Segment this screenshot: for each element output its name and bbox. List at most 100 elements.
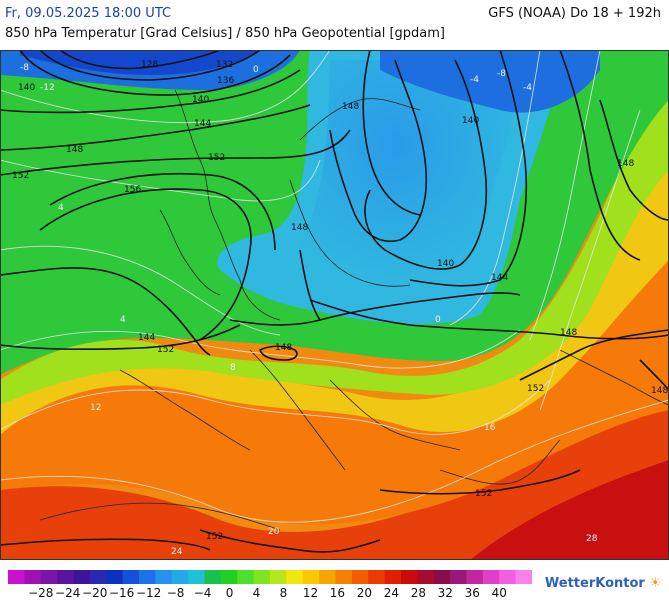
colorbar-tick-label: 20 xyxy=(356,586,373,600)
gp-label: 148 xyxy=(651,386,668,396)
gp-label: 144 xyxy=(194,119,211,129)
temp-label: 0 xyxy=(435,315,441,325)
forecast-datetime: Fr, 09.05.2025 18:00 UTC xyxy=(5,6,172,21)
geopotential-labels: 128 132 136 140 144 148 152 156 140 148 … xyxy=(12,60,668,542)
colorbar-swatch xyxy=(122,570,140,584)
gp-label: 152 xyxy=(157,345,174,355)
colorbar-tick-label: −12 xyxy=(135,586,162,600)
gp-label: 132 xyxy=(216,60,233,70)
colorbar-tick-label: −20 xyxy=(82,586,108,600)
gp-label: 128 xyxy=(141,60,158,70)
gp-label: 148 xyxy=(275,343,292,353)
temp-label: -12 xyxy=(40,83,55,93)
header: Fr, 09.05.2025 18:00 UTC GFS (NOAA) Do 1… xyxy=(0,0,669,41)
colorbar-swatch xyxy=(237,570,255,584)
colorbar-swatch xyxy=(466,570,484,584)
colorbar xyxy=(8,570,532,584)
colorbar-tick-label: 8 xyxy=(279,586,288,600)
colorbar-tick-label: 36 xyxy=(464,586,480,600)
band-orange xyxy=(0,250,669,525)
temp-label: -8 xyxy=(20,63,29,73)
gp-label: 136 xyxy=(217,76,234,86)
temp-label: 4 xyxy=(120,315,126,325)
colorbar-swatch xyxy=(171,570,189,584)
colorbar-swatch xyxy=(417,570,435,584)
gp-label: 144 xyxy=(491,273,508,283)
colorbar-swatch xyxy=(73,570,91,584)
gp-label: 140 xyxy=(437,259,454,269)
temp-label: 12 xyxy=(90,403,101,413)
colorbar-tick-label: 40 xyxy=(491,586,507,600)
colorbar-tick-label: 16 xyxy=(329,586,346,600)
colorbar-swatch xyxy=(139,570,156,584)
colorbar-swatch xyxy=(515,570,532,584)
gp-label: 148 xyxy=(342,102,359,112)
colorbar-tick-label: −8 xyxy=(166,586,185,600)
gp-label: 152 xyxy=(206,532,223,542)
colorbar-tick-label: −24 xyxy=(55,586,81,600)
temp-label: -4 xyxy=(470,75,479,85)
gp-label: 140 xyxy=(192,95,209,105)
colorbar-swatch xyxy=(57,570,75,584)
wetterkontor-logo: WetterKontor ☀ xyxy=(545,576,661,591)
band-dark-blue-ne xyxy=(380,50,600,113)
colorbar-tick-label: 24 xyxy=(383,586,399,600)
temp-label: 0 xyxy=(253,65,259,75)
sun-icon: ☀ xyxy=(649,576,661,591)
colorbar-swatch xyxy=(220,570,238,584)
colorbar-swatch xyxy=(40,570,58,584)
temp-label: 16 xyxy=(484,423,496,433)
colorbar-swatch xyxy=(450,570,468,584)
coastlines xyxy=(39,89,669,531)
colorbar-swatch xyxy=(368,570,386,584)
colorbar-swatch xyxy=(188,570,206,584)
gp-label: 140 xyxy=(462,116,479,126)
colorbar-swatch xyxy=(319,570,337,584)
gp-label: 148 xyxy=(66,145,83,155)
colorbar-swatch xyxy=(302,570,320,584)
gp-label: 156 xyxy=(124,185,141,195)
gp-label: 152 xyxy=(475,489,492,499)
gp-label: 152 xyxy=(208,153,225,163)
colorbar-tick-label: 0 xyxy=(225,586,234,600)
weather-map: 128 132 136 140 144 148 152 156 140 148 … xyxy=(0,50,669,560)
band-lime xyxy=(0,90,669,405)
colorbar-swatch xyxy=(401,570,418,584)
temp-label: 20 xyxy=(268,527,280,537)
band-red xyxy=(0,390,669,560)
colorbar-tick-label: −28 xyxy=(28,586,54,600)
colorbar-swatch xyxy=(89,570,107,584)
gp-label: 148 xyxy=(291,223,308,233)
band-blue xyxy=(291,60,520,300)
colorbar-swatch xyxy=(433,570,451,584)
temperature-labels: -12 -8 -4 0 4 8 12 16 20 24 28 -8 -4 0 4 xyxy=(20,63,598,557)
colorbar-tick-label: −16 xyxy=(108,586,135,600)
colorbar-swatch xyxy=(482,570,500,584)
gp-label: 148 xyxy=(617,159,634,169)
gp-label: 144 xyxy=(138,333,155,343)
geopotential-isolines xyxy=(0,50,669,553)
brand-name: WetterKontor xyxy=(544,576,645,591)
gp-label: 152 xyxy=(527,384,544,394)
gp-label: 152 xyxy=(12,171,29,181)
temp-label: -4 xyxy=(523,83,532,93)
colorbar-tick-label: 32 xyxy=(437,586,453,600)
temp-label: 8 xyxy=(230,363,236,373)
colorbar-swatch xyxy=(24,570,42,584)
colorbar-swatch xyxy=(335,570,353,584)
temp-label: -8 xyxy=(497,69,506,79)
colorbar-swatch xyxy=(270,570,287,584)
colorbar-swatch xyxy=(204,570,222,584)
temp-label: 28 xyxy=(586,534,598,544)
colorbar-swatch xyxy=(8,570,25,584)
colorbar-tick-label: −4 xyxy=(193,586,212,600)
colorbar-swatch xyxy=(499,570,517,584)
colorbar-tick-label: 4 xyxy=(252,586,261,600)
colorbar-swatch xyxy=(351,570,369,584)
colorbar-swatch xyxy=(286,570,304,584)
colorbar-swatch xyxy=(106,570,124,584)
gp-label: 140 xyxy=(18,83,35,93)
model-run: GFS (NOAA) Do 18 + 192h xyxy=(488,6,661,21)
parameters-title: 850 hPa Temperatur [Grad Celsius] / 850 … xyxy=(5,26,446,41)
colorbar-swatch xyxy=(384,570,402,584)
